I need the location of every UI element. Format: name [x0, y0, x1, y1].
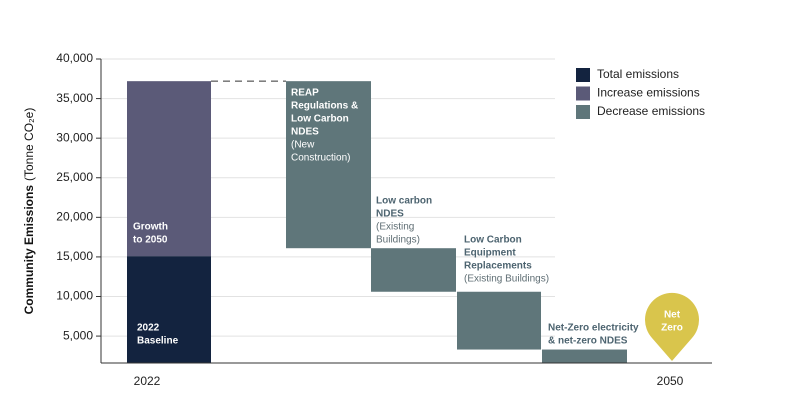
legend-swatch: [576, 86, 590, 101]
bar: [127, 81, 211, 257]
bar: [457, 291, 541, 350]
legend-swatch: [576, 68, 590, 82]
step-note: Buildings): [376, 235, 420, 246]
step-label: Equipment: [464, 248, 516, 259]
step-label: Low Carbon: [464, 235, 522, 246]
legend-label: Total emissions: [597, 67, 679, 81]
step-label: REAP: [291, 88, 319, 99]
legend-label: Increase emissions: [597, 86, 700, 100]
bar: [371, 248, 456, 292]
legend-label: Decrease emissions: [597, 104, 705, 118]
y-tick-label: 35,000: [56, 91, 93, 105]
net-zero-pin: [645, 292, 699, 361]
y-axis-label-unit: (Tonne CO₂e): [22, 108, 36, 181]
step-label: 2022: [137, 323, 160, 334]
y-tick-label: 15,000: [56, 249, 93, 263]
step-label: Baseline: [137, 336, 179, 347]
net-zero-label: Zero: [661, 323, 683, 334]
step-note: Construction): [291, 153, 350, 164]
y-axis-label-main: Community Emissions: [22, 185, 36, 315]
legend-swatch: [576, 105, 590, 119]
x-tick-label: 2050: [657, 374, 684, 388]
step-label: NDES: [291, 127, 319, 138]
y-tick-label: 5,000: [63, 328, 93, 342]
step-label: Net-Zero electricity: [548, 323, 639, 334]
bar: [127, 256, 211, 363]
x-tick-label: 2022: [134, 374, 161, 388]
bar: [542, 349, 627, 363]
y-axis-label: Community Emissions (Tonne CO₂e): [22, 108, 36, 315]
step-note: (New: [291, 140, 315, 151]
y-tick-label: 25,000: [56, 170, 93, 184]
bar: [286, 81, 371, 249]
step-note: (Existing Buildings): [464, 274, 549, 285]
step-label: Replacements: [464, 261, 532, 272]
y-tick-label: 40,000: [56, 51, 93, 65]
y-tick-label: 30,000: [56, 130, 93, 144]
net-zero-label: Net: [664, 310, 681, 321]
step-label: Low carbon: [376, 196, 432, 207]
y-tick-label: 20,000: [56, 210, 93, 224]
step-note: (Existing: [376, 222, 414, 233]
step-label: Regulations &: [291, 101, 358, 112]
step-label: NDES: [376, 209, 404, 220]
y-tick-label: 10,000: [56, 289, 93, 303]
step-label: & net-zero NDES: [548, 336, 628, 347]
step-label: to 2050: [133, 235, 168, 246]
step-label: Low Carbon: [291, 114, 349, 125]
step-label: Growth: [133, 222, 168, 233]
